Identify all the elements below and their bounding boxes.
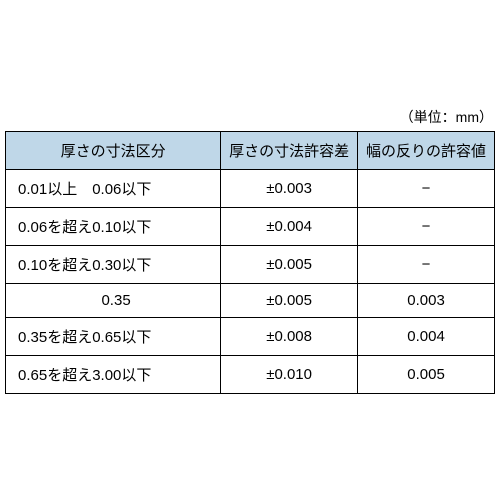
table-row: 0.01以上 0.06以下 ±0.003 −	[6, 169, 495, 207]
cell-warp: −	[358, 207, 495, 245]
table-row: 0.35を超え0.65以下 ±0.008 0.004	[6, 317, 495, 355]
table-body: 0.01以上 0.06以下 ±0.003 − 0.06を超え0.10以下 ±0.…	[6, 169, 495, 393]
cell-warp: 0.005	[358, 355, 495, 393]
cell-tolerance: ±0.005	[221, 283, 358, 317]
cell-tolerance: ±0.004	[221, 207, 358, 245]
cell-tolerance: ±0.008	[221, 317, 358, 355]
cell-range: 0.01以上 0.06以下	[6, 169, 221, 207]
header-warp: 幅の反りの許容値	[358, 131, 495, 169]
table-row: 0.65を超え3.00以下 ±0.010 0.005	[6, 355, 495, 393]
tolerance-table: 厚さの寸法区分 厚さの寸法許容差 幅の反りの許容値 0.01以上 0.06以下 …	[5, 131, 495, 394]
table-header-row: 厚さの寸法区分 厚さの寸法許容差 幅の反りの許容値	[6, 131, 495, 169]
table-row: 0.35 ±0.005 0.003	[6, 283, 495, 317]
cell-range: 0.65を超え3.00以下	[6, 355, 221, 393]
cell-warp: 0.003	[358, 283, 495, 317]
cell-tolerance: ±0.005	[221, 245, 358, 283]
cell-tolerance: ±0.003	[221, 169, 358, 207]
header-range: 厚さの寸法区分	[6, 131, 221, 169]
table-row: 0.10を超え0.30以下 ±0.005 −	[6, 245, 495, 283]
cell-tolerance: ±0.010	[221, 355, 358, 393]
cell-range: 0.35を超え0.65以下	[6, 317, 221, 355]
cell-range: 0.35	[6, 283, 221, 317]
header-tolerance: 厚さの寸法許容差	[221, 131, 358, 169]
cell-warp: 0.004	[358, 317, 495, 355]
cell-warp: −	[358, 245, 495, 283]
cell-range: 0.06を超え0.10以下	[6, 207, 221, 245]
table-row: 0.06を超え0.10以下 ±0.004 −	[6, 207, 495, 245]
unit-label: （単位：mm）	[5, 107, 495, 127]
cell-warp: −	[358, 169, 495, 207]
cell-range: 0.10を超え0.30以下	[6, 245, 221, 283]
